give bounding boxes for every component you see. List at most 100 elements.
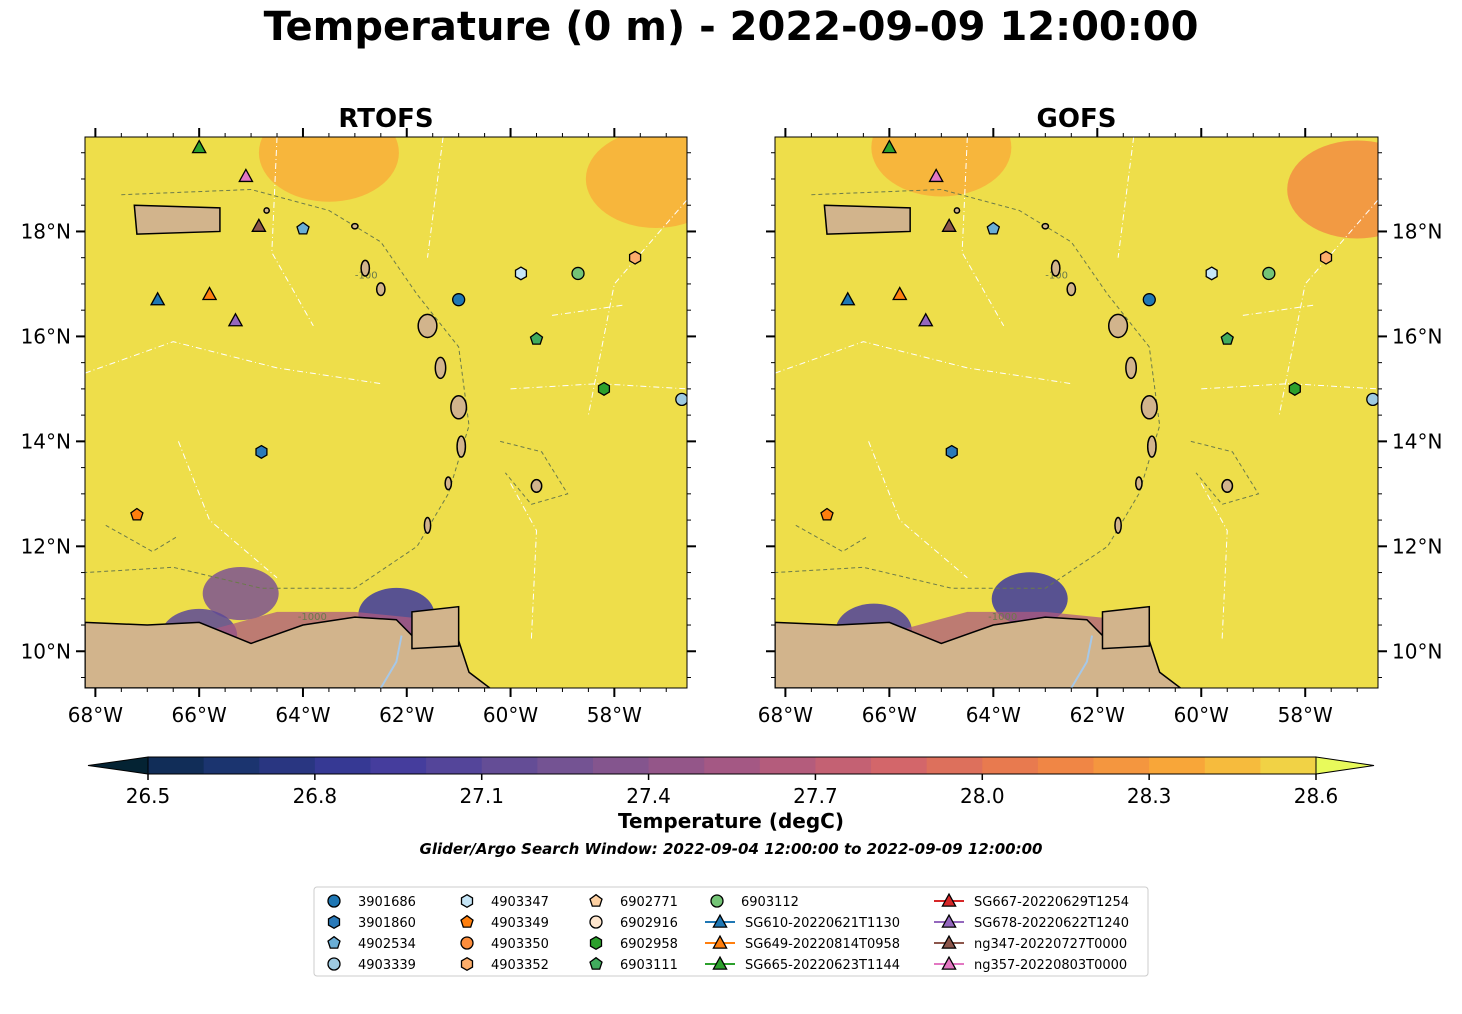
- eez-boundary: [510, 383, 687, 390]
- marker-4902534: [296, 221, 310, 235]
- land-island: [360, 259, 371, 277]
- eez-boundary: [510, 483, 538, 641]
- legend-label: 4903339: [358, 958, 416, 973]
- legend-marker: [712, 955, 728, 970]
- eez-boundary: [85, 341, 381, 385]
- temperature-feature: [202, 566, 279, 621]
- colorbar-tick-label: 26.8: [293, 784, 338, 808]
- temperature-feature: [258, 137, 399, 202]
- colorbar-segment: [648, 757, 705, 774]
- land-island: [423, 516, 432, 534]
- map-area: -100-1000: [85, 137, 687, 688]
- marker-SG610-20220621T1130: [149, 291, 166, 306]
- legend-label: 6902771: [620, 895, 678, 910]
- marker-6902958: [597, 381, 611, 396]
- y-tick-label: 12°N: [21, 534, 71, 558]
- land-island: [350, 222, 359, 230]
- legend-label: ng347-20220727T0000: [974, 937, 1127, 952]
- legend-label: ng357-20220803T0000: [974, 958, 1127, 973]
- marker-SG665-20220623T1144: [191, 139, 207, 154]
- eez-boundary: [1278, 199, 1378, 416]
- land-south-america: [85, 616, 492, 688]
- legend-label: 4903349: [491, 916, 549, 931]
- y-tick-label: 16°N: [21, 324, 71, 348]
- legend-marker: [941, 934, 957, 949]
- legend-marker: [460, 914, 474, 928]
- colorbar-segment: [982, 757, 1039, 774]
- panel-title: RTOFS: [338, 104, 433, 134]
- x-tick-label: 66°W: [862, 703, 917, 727]
- colorbar-segment: [203, 757, 260, 774]
- y-tick-label: 14°N: [1392, 429, 1442, 453]
- y-tick-label: 10°N: [1392, 639, 1442, 663]
- legend-marker: [327, 914, 341, 930]
- bathymetry-contour: [500, 440, 569, 505]
- legend-marker: [589, 956, 603, 970]
- marker-4902534: [986, 221, 1001, 235]
- marker-6902958: [1288, 381, 1301, 396]
- legend: 3901686 3901860 4902534 4903339 4903347 49033…: [313, 886, 1149, 977]
- marker-ng357-20220803T0000: [238, 168, 254, 183]
- land-island: [444, 476, 453, 491]
- legend-marker: [941, 913, 957, 928]
- eez-boundary: [961, 137, 1005, 327]
- marker-SG610-20220621T1130: [840, 291, 856, 306]
- legend-label: 4903352: [491, 958, 549, 973]
- colorbar-segment: [1260, 757, 1317, 774]
- legend-label: 6903112: [741, 895, 799, 910]
- legend-label: 4903350: [491, 937, 549, 952]
- land-island: [1041, 222, 1050, 230]
- legend-label: SG649-20220814T0958: [745, 937, 900, 952]
- land-island: [1221, 478, 1234, 494]
- colorbar-tick-label: 27.1: [459, 784, 504, 808]
- y-tick-label: 16°N: [1392, 324, 1442, 348]
- colorbar-segment: [481, 757, 538, 774]
- eez-boundary: [177, 441, 278, 579]
- colorbar-tick-label: 28.0: [960, 784, 1005, 808]
- legend-label: 3901860: [358, 916, 416, 931]
- legend-marker: [589, 935, 603, 951]
- search-window-note: Glider/Argo Search Window: 2022-09-04 12…: [419, 840, 1043, 858]
- map-area: -100-1000: [775, 137, 1378, 688]
- colorbar-segment: [592, 757, 650, 774]
- land-island: [1146, 435, 1157, 458]
- x-tick-label: 60°W: [1174, 703, 1229, 727]
- colorbar-segment: [1093, 757, 1150, 774]
- legend-label: SG610-20220621T1130: [745, 916, 900, 931]
- colorbar-segment: [426, 757, 483, 774]
- land-island: [450, 394, 468, 420]
- land-island: [1107, 313, 1129, 339]
- x-tick-label: 62°W: [379, 703, 434, 727]
- bathymetry-contour: [775, 188, 1161, 589]
- colorbar-segment: [815, 757, 872, 774]
- colorbar: 26.5 26.8 27.1 27.4 27.7 28.0 28.3 28.6: [87, 756, 1375, 808]
- colorbar-segment: [259, 757, 316, 774]
- bathymetry-contour: [795, 524, 869, 553]
- y-tick-label: 14°N: [21, 429, 71, 453]
- legend-label: 6902958: [620, 937, 678, 952]
- colorbar-segment: [537, 757, 594, 774]
- contour-label: -1000: [988, 612, 1017, 623]
- temperature-feature: [871, 137, 1012, 197]
- legend-marker: [941, 892, 957, 907]
- eez-boundary: [775, 341, 1072, 385]
- land-island: [1066, 282, 1077, 297]
- land-island: [1114, 516, 1122, 534]
- colorbar-segment: [704, 757, 761, 774]
- marker-4903339: [1366, 392, 1378, 407]
- legend-marker: [460, 936, 474, 950]
- legend-label: 3901686: [358, 895, 416, 910]
- colorbar-label: Temperature (degC): [618, 809, 844, 833]
- y-tick-label: 18°N: [1392, 219, 1442, 243]
- colorbar-segment: [1204, 757, 1261, 774]
- marker-SG665-20220623T1144: [881, 139, 898, 154]
- eez-boundary: [271, 137, 314, 327]
- marker-4903347: [1205, 266, 1218, 281]
- marker-6903112: [571, 266, 585, 281]
- bathymetry-contour: [105, 524, 179, 553]
- contour-label: -1000: [298, 612, 327, 623]
- legend-marker: [941, 955, 957, 970]
- legend-label: SG667-20220629T1254: [974, 895, 1129, 910]
